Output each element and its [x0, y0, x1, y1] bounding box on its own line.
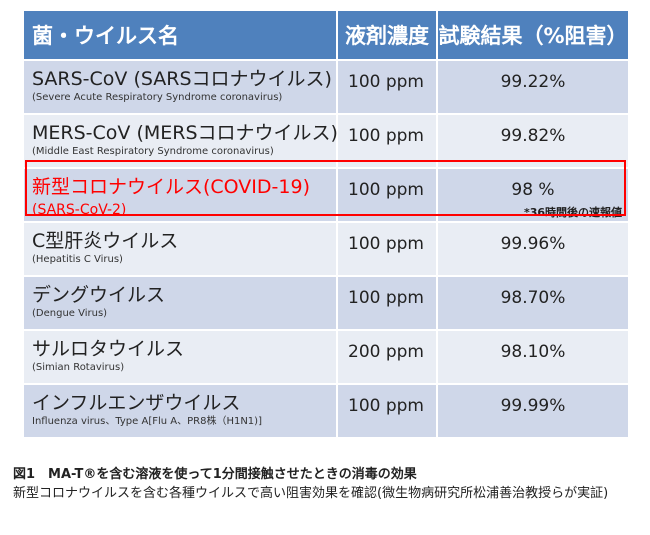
- virus-results-table: 菌・ウイルス名 液剤濃度 試験結果（%阻害） SARS-CoV (SARSコロナ…: [24, 11, 628, 439]
- table-row-conc: 200 ppm: [338, 331, 438, 385]
- table-row-conc: 100 ppm: [338, 115, 438, 169]
- figure-caption: 図1 MA-T®を含む溶液を使って1分間接触させたときの消毒の効果 新型コロナウ…: [13, 465, 638, 503]
- table-row-conc: 100 ppm: [338, 223, 438, 277]
- table-row-conc: 100 ppm: [338, 277, 438, 331]
- header-virus-name: 菌・ウイルス名: [24, 11, 338, 61]
- table-row-result: 98 % *36時間後の速報値: [438, 169, 628, 223]
- header-concentration: 液剤濃度: [338, 11, 438, 61]
- table-row-name: インフルエンザウイルス Influenza virus、Type A[Flu A…: [24, 385, 338, 439]
- table-row-result: 98.70%: [438, 277, 628, 331]
- table-row-result: 98.10%: [438, 331, 628, 385]
- table-row-name: SARS-CoV (SARSコロナウイルス) (Severe Acute Res…: [24, 61, 338, 115]
- result-value: 98 %: [511, 180, 555, 200]
- table-row-name: デングウイルス (Dengue Virus): [24, 277, 338, 331]
- table-row-name: C型肝炎ウイルス (Hepatitis C Virus): [24, 223, 338, 277]
- header-result: 試験結果（%阻害）: [438, 11, 628, 61]
- table-row-conc: 100 ppm: [338, 169, 438, 223]
- caption-body: 新型コロナウイルスを含む各種ウイルスで高い阻害効果を確認(微生物病研究所松浦善治…: [13, 486, 609, 501]
- table-row-conc: 100 ppm: [338, 385, 438, 439]
- table-row-conc: 100 ppm: [338, 61, 438, 115]
- table-row-name: サルロタウイルス (Simian Rotavirus): [24, 331, 338, 385]
- table-row-name: MERS-CoV (MERSコロナウイルス) (Middle East Resp…: [24, 115, 338, 169]
- caption-title: 図1 MA-T®を含む溶液を使って1分間接触させたときの消毒の効果: [13, 467, 417, 482]
- table-row-result: 99.99%: [438, 385, 628, 439]
- table-row-name-covid: 新型コロナウイルス(COVID-19) (SARS-CoV-2): [24, 169, 338, 223]
- table-row-result: 99.82%: [438, 115, 628, 169]
- table-row-result: 99.96%: [438, 223, 628, 277]
- preliminary-note: *36時間後の速報値: [523, 206, 622, 219]
- table-row-result: 99.22%: [438, 61, 628, 115]
